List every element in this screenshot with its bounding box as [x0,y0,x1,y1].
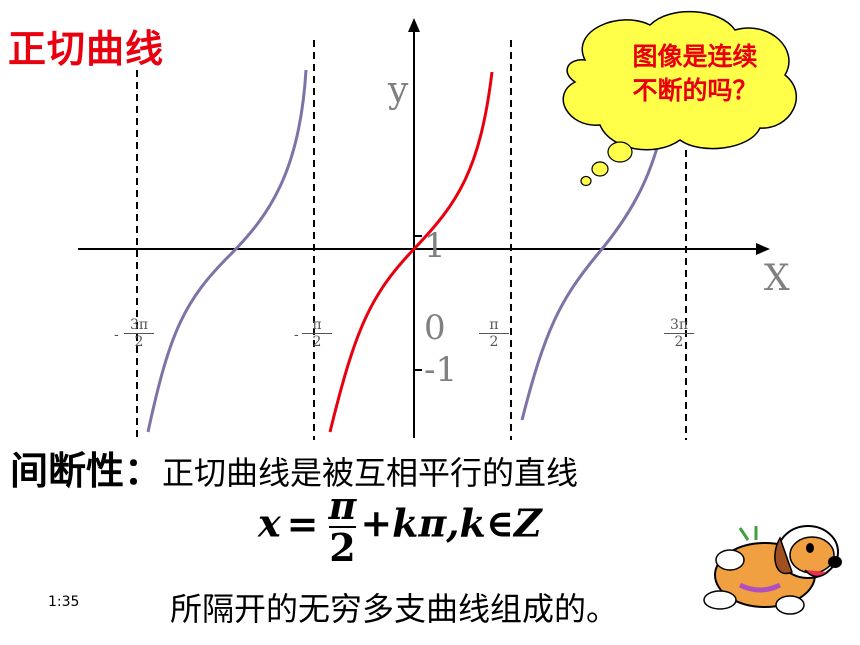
y-axis-arrow [408,18,420,32]
page-title: 正切曲线 [8,27,165,71]
x-axis-arrow [756,243,770,255]
dog-illustration [703,525,842,615]
asymptote-formula: x = π 2 +kπ,k∈Z [258,483,542,570]
x-tick-pi-2: π 2 [479,317,509,350]
origin-label: 0 [424,308,446,348]
tan-branch-left [146,69,308,433]
bubble-line-2: 不断的吗？ [632,76,758,105]
y-tick-label-1: 1 [424,226,446,266]
bubble-line-1: 图像是连续 [632,42,758,71]
x-tick-3pi-2: 3π 2 [664,317,694,350]
bubble-question: 图像是连续 不断的吗？ [600,40,790,108]
discontinuity-statement: 间断性：正切曲线是被互相平行的直线 [10,440,578,495]
thought-bubble [562,10,797,187]
y-axis-label: y [388,70,409,111]
statement-part-1: 正切曲线是被互相平行的直线 [162,454,579,492]
discontinuity-heading: 间断性： [10,449,163,493]
tan-branch-right [520,109,668,421]
tan-branch-center [328,71,494,433]
y-tick-label-neg1: -1 [424,350,458,390]
x-axis-label: X [764,258,790,299]
statement-part-2: 所隔开的无穷多支曲线组成的。 [170,590,619,628]
timestamp: 1:35 [48,594,80,610]
